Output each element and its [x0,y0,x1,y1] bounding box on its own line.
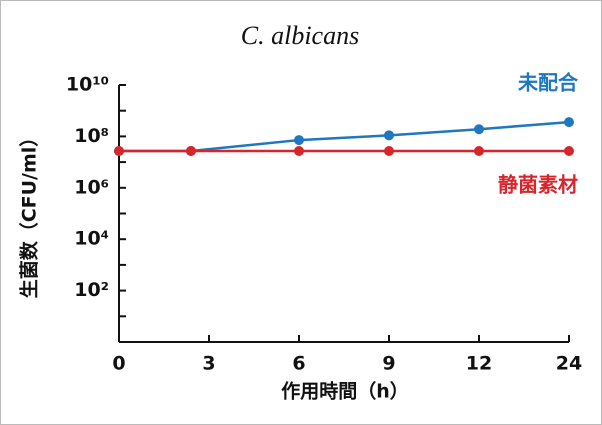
y-tick-label: 10⁴ [74,228,109,250]
x-tick-label: 9 [382,353,395,375]
y-tick-label: 10¹⁰ [66,74,109,96]
x-tick-label: 0 [112,353,125,375]
x-tick-label: 6 [292,353,305,375]
data-point [384,130,394,141]
series-label: 静菌素材 [498,173,578,197]
data-point [114,146,124,157]
chart-title: C. albicans [241,21,359,50]
x-tick-label: 24 [556,353,582,375]
x-tick-label: 12 [466,353,492,375]
data-point [294,135,304,146]
data-point [474,146,484,157]
data-point [474,124,484,135]
data-point [186,146,196,157]
y-tick-label: 10² [74,279,109,301]
data-point [294,146,304,157]
x-axis-label: 作用時間（h） [281,380,409,403]
data-point [564,146,574,157]
data-point [384,146,394,157]
y-tick-label: 10⁸ [74,125,109,147]
y-axis-label: 生菌数（CFU/ml） [18,128,41,299]
data-point [564,117,574,128]
y-tick-label: 10⁶ [74,176,109,198]
x-tick-label: 3 [202,353,215,375]
series-label: 未配合 [518,71,579,95]
